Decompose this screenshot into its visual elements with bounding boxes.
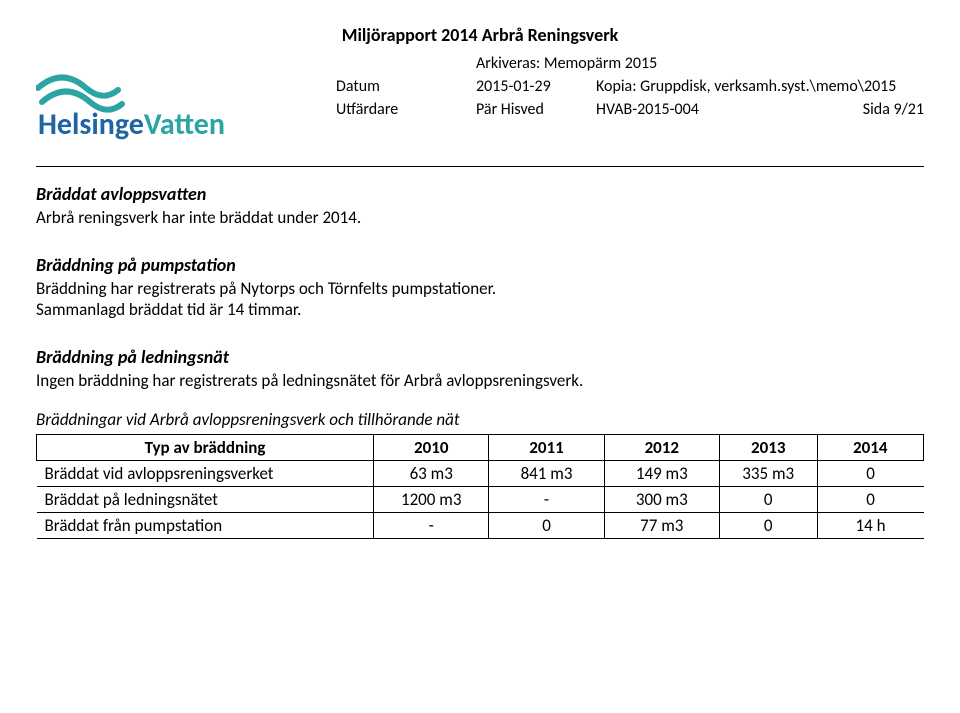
table-cell: 14 h (817, 513, 923, 539)
docnum-value: HVAB-2015-004 (596, 100, 804, 119)
table-header-cell: 2014 (817, 435, 923, 461)
section-3-title: Bräddning på ledningsnät (36, 346, 924, 368)
datum-value: 2015-01-29 (476, 77, 596, 96)
helsingevatten-logo-icon: HelsingeVatten (36, 54, 296, 144)
table-cell: 0 (817, 461, 923, 487)
table-cell: 149 m3 (604, 461, 719, 487)
table-cell: 63 m3 (374, 461, 489, 487)
kopia-value: Kopia: Gruppdisk, verksamh.syst.\memo\20… (596, 77, 924, 96)
braddning-table: Typ av bräddning20102011201220132014 Brä… (36, 434, 924, 539)
svg-text:HelsingeVatten: HelsingeVatten (38, 106, 225, 143)
table-row: Bräddat vid avloppsreningsverket63 m3841… (37, 461, 924, 487)
table-header-cell: 2011 (489, 435, 604, 461)
sida-value: Sida 9/21 (804, 100, 924, 119)
table-caption: Bräddningar vid Arbrå avloppsreningsverk… (36, 409, 924, 430)
table-header-cell: 2013 (719, 435, 817, 461)
datum-line: Datum 2015-01-29 Kopia: Gruppdisk, verks… (336, 77, 924, 96)
section-3-body: Ingen bräddning har registrerats på ledn… (36, 370, 924, 391)
arkiveras-line: Arkiveras: Memopärm 2015 (336, 54, 924, 73)
table-row: Bräddat från pumpstation-077 m3014 h (37, 513, 924, 539)
section-1-body: Arbrå reningsverk har inte bräddat under… (36, 207, 924, 228)
table-row: Bräddat på ledningsnätet1200 m3-300 m300 (37, 487, 924, 513)
section-1-title: Bräddat avloppsvatten (36, 183, 924, 205)
table-row-label: Bräddat på ledningsnätet (37, 487, 374, 513)
logo: HelsingeVatten (36, 54, 336, 144)
section-2-body-a: Bräddning har registrerats på Nytorps oc… (36, 278, 924, 299)
section-2-body-b: Sammanlagd bräddat tid är 14 timmar. (36, 299, 924, 320)
table-cell: 77 m3 (604, 513, 719, 539)
table-cell: 300 m3 (604, 487, 719, 513)
table-row-label: Bräddat vid avloppsreningsverket (37, 461, 374, 487)
table-cell: 0 (719, 513, 817, 539)
table-cell: 1200 m3 (374, 487, 489, 513)
divider (36, 166, 924, 167)
table-cell: 0 (489, 513, 604, 539)
table-cell: 335 m3 (719, 461, 817, 487)
table-row-label: Bräddat från pumpstation (37, 513, 374, 539)
table-header-cell: 2012 (604, 435, 719, 461)
utfardare-line: Utfärdare Pär Hisved HVAB-2015-004 Sida … (336, 100, 924, 119)
utfardare-label: Utfärdare (336, 100, 476, 119)
datum-label: Datum (336, 77, 476, 96)
table-header-cell: 2010 (374, 435, 489, 461)
table-cell: 841 m3 (489, 461, 604, 487)
table-header-cell: Typ av bräddning (37, 435, 374, 461)
table-cell: - (374, 513, 489, 539)
table-cell: - (489, 487, 604, 513)
header-row: HelsingeVatten Arkiveras: Memopärm 2015 … (36, 54, 924, 144)
meta-block: Arkiveras: Memopärm 2015 Datum 2015-01-2… (336, 54, 924, 123)
section-2-title: Bräddning på pumpstation (36, 254, 924, 276)
document-title: Miljörapport 2014 Arbrå Reningsverk (36, 24, 924, 46)
utfardare-value: Pär Hisved (476, 100, 596, 119)
table-cell: 0 (817, 487, 923, 513)
table-cell: 0 (719, 487, 817, 513)
table-header-row: Typ av bräddning20102011201220132014 (37, 435, 924, 461)
arkiveras-value: Arkiveras: Memopärm 2015 (476, 54, 657, 73)
